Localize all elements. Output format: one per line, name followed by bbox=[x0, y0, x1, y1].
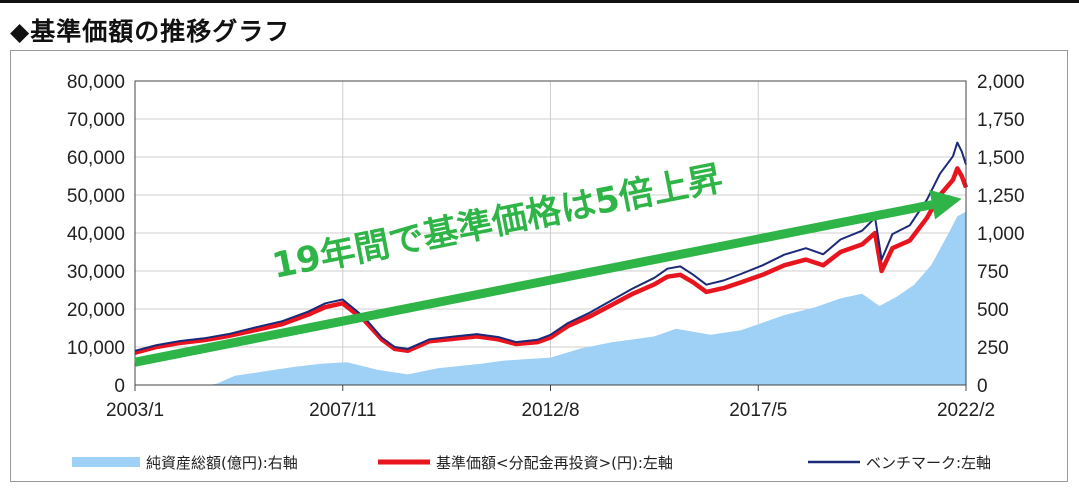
y-right-tick-label: 750 bbox=[977, 262, 1009, 283]
arrow-shaft bbox=[134, 200, 934, 367]
legend-nav-swatch bbox=[378, 459, 430, 465]
legend-benchmark-swatch bbox=[808, 460, 860, 464]
y-left-tick-label: 10,000 bbox=[67, 338, 125, 359]
legend-nav-label: 基準価額<分配金再投資>(円):左軸 bbox=[436, 454, 673, 472]
series-line-benchmark bbox=[134, 141, 967, 352]
y-right-tick-label: 500 bbox=[977, 300, 1009, 321]
y-right-tick-label: 0 bbox=[977, 376, 988, 397]
y-right-tick-label: 250 bbox=[977, 338, 1009, 359]
legend-net-assets-swatch bbox=[72, 457, 140, 467]
series-line-nav bbox=[134, 166, 969, 355]
series-area-net-assets bbox=[135, 211, 966, 385]
x-tick-label: 2017/5 bbox=[729, 400, 787, 421]
y-left-tick-label: 30,000 bbox=[67, 262, 125, 283]
axes: 0 0 10,000 250 20,000 500 30,000 750 40,000 1,000… bbox=[67, 72, 1025, 421]
top-rule bbox=[0, 0, 1079, 3]
legend: 純資産総額(億円):右軸 基準価額<分配金再投資>(円):左軸 ベンチマーク:左軸 bbox=[72, 454, 991, 472]
y-right-tick-label: 1,750 bbox=[977, 110, 1025, 131]
y-right-tick-label: 1,500 bbox=[977, 148, 1025, 169]
y-right-tick-label: 2,000 bbox=[977, 72, 1025, 93]
y-left-tick-label: 0 bbox=[114, 376, 125, 397]
series-layer bbox=[134, 141, 969, 385]
y-left-tick-label: 40,000 bbox=[67, 224, 125, 245]
y-left-tick-label: 50,000 bbox=[67, 186, 125, 207]
legend-net-assets-label: 純資産総額(億円):右軸 bbox=[146, 454, 298, 472]
x-tick-label: 2007/11 bbox=[309, 400, 376, 421]
y-left-tick-label: 80,000 bbox=[67, 72, 125, 93]
y-right-tick-label: 1,250 bbox=[977, 186, 1025, 207]
legend-benchmark-label: ベンチマーク:左軸 bbox=[866, 454, 991, 472]
x-tick-label: 2003/1 bbox=[106, 400, 164, 421]
y-left-tick-label: 60,000 bbox=[67, 148, 125, 169]
page-title: ◆基準価額の推移グラフ bbox=[10, 17, 291, 46]
x-tick-label: 2012/8 bbox=[521, 400, 579, 421]
x-tick-label: 2022/2 bbox=[937, 400, 995, 421]
chart-frame bbox=[10, 50, 1068, 482]
annotation-text: 19年間で基準価格は5倍上昇 bbox=[269, 159, 726, 287]
y-left-tick-label: 70,000 bbox=[67, 110, 125, 131]
y-left-tick-label: 20,000 bbox=[67, 300, 125, 321]
arrow-head bbox=[929, 189, 962, 220]
y-right-tick-label: 1,000 bbox=[977, 224, 1025, 245]
